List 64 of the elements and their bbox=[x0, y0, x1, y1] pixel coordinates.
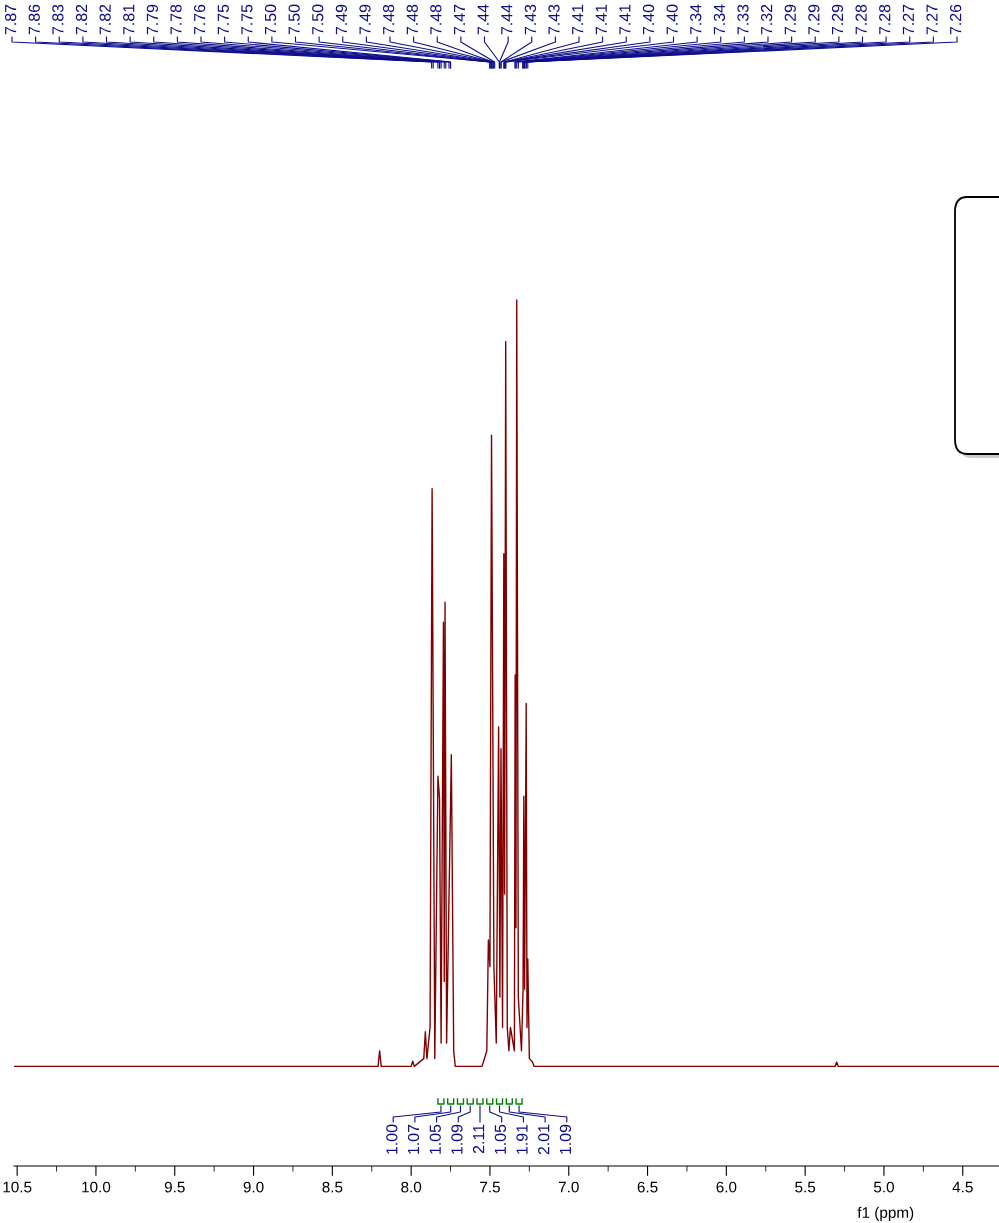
annotation: 7.50 bbox=[264, 4, 277, 35]
annotation: 7.78 bbox=[170, 4, 182, 35]
x-tick-label: 10.0 bbox=[82, 1181, 111, 1193]
annotation: 7.29 bbox=[784, 4, 796, 35]
annotation: 7.41 bbox=[572, 4, 584, 35]
x-axis-title: f1 (ppm) bbox=[857, 1206, 914, 1221]
annotation: 7.32 bbox=[760, 4, 773, 35]
annotation: 2.01 bbox=[538, 1124, 550, 1155]
annotation: 7.41 bbox=[595, 4, 607, 35]
annotation: 7.86 bbox=[28, 4, 40, 35]
annotation: 7.50 bbox=[312, 4, 324, 35]
annotation: 7.28 bbox=[879, 4, 891, 35]
x-tick-label: 7.0 bbox=[558, 1181, 579, 1193]
annotation: 7.83 bbox=[52, 4, 64, 35]
x-tick-label: 5.0 bbox=[873, 1181, 894, 1193]
annotation: 2.11 bbox=[472, 1124, 485, 1154]
annotation: 7.82 bbox=[75, 4, 88, 35]
annotation: 7.40 bbox=[666, 4, 678, 35]
annotation: 1.09 bbox=[451, 1124, 463, 1154]
annotation: 7.79 bbox=[146, 4, 159, 35]
annotation: 7.27 bbox=[926, 4, 938, 35]
annotation: 7.34 bbox=[690, 4, 702, 35]
annotation: 7.82 bbox=[99, 4, 111, 35]
annotation: 7.48 bbox=[406, 4, 418, 35]
annotation: 7.43 bbox=[524, 4, 537, 35]
annotation: 7.41 bbox=[619, 4, 631, 35]
annotation: 7.48 bbox=[430, 4, 442, 35]
annotation: 7.50 bbox=[288, 4, 300, 35]
annotation: 7.43 bbox=[548, 4, 560, 35]
annotation: 7.87 bbox=[4, 4, 17, 35]
annotation: 7.75 bbox=[241, 4, 253, 35]
annotation: 7.76 bbox=[193, 4, 206, 35]
annotation: 7.26 bbox=[949, 4, 962, 35]
annotation: 7.29 bbox=[808, 4, 820, 35]
annotation: 1.07 bbox=[407, 1124, 420, 1154]
annotation: 7.27 bbox=[902, 4, 914, 35]
annotation: 1.05 bbox=[429, 1124, 441, 1154]
x-tick-label: 9.0 bbox=[243, 1181, 264, 1193]
x-tick-label: 4.5 bbox=[952, 1181, 973, 1193]
annotation: 7.48 bbox=[382, 4, 395, 35]
annotation: 1.09 bbox=[559, 1124, 572, 1154]
annotation: 1.91 bbox=[516, 1124, 528, 1154]
x-tick-label: 6.5 bbox=[637, 1181, 658, 1193]
x-tick-label: 7.5 bbox=[480, 1181, 500, 1193]
annotation: 7.28 bbox=[855, 4, 867, 35]
annotation: 7.49 bbox=[335, 4, 348, 35]
x-tick-label: 8.0 bbox=[401, 1181, 422, 1193]
annotation: 7.40 bbox=[642, 4, 655, 35]
annotation: 7.75 bbox=[217, 4, 229, 35]
x-tick-label: 5.5 bbox=[795, 1181, 816, 1193]
x-tick-label: 8.5 bbox=[322, 1181, 343, 1193]
annotation: 7.47 bbox=[454, 4, 466, 35]
annotation: 1.05 bbox=[494, 1124, 506, 1154]
annotation: 7.33 bbox=[737, 4, 749, 35]
annotation: 7.29 bbox=[831, 4, 844, 35]
x-tick-label: 6.0 bbox=[716, 1181, 737, 1193]
x-tick-label: 10.5 bbox=[3, 1181, 32, 1193]
annotation: 7.44 bbox=[501, 4, 513, 35]
annotation: 7.49 bbox=[359, 4, 371, 35]
annotation: 7.34 bbox=[713, 4, 726, 35]
annotation: 7.81 bbox=[123, 4, 135, 35]
annotation: 1.00 bbox=[386, 1124, 398, 1154]
x-tick-label: 9.5 bbox=[164, 1181, 185, 1193]
annotation: 7.44 bbox=[477, 4, 489, 35]
